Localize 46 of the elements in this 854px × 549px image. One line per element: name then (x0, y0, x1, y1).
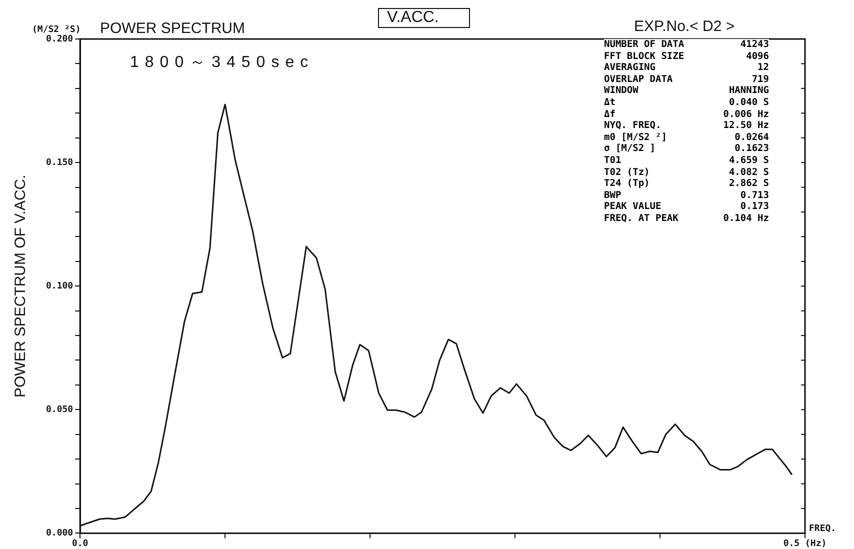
annotation: BWP (604, 190, 622, 202)
annotation: 4.659 S (728, 154, 769, 167)
y-tick-label: 0.000 (46, 528, 74, 539)
annotation: WINDOW (604, 85, 638, 97)
annotation: HANNING (728, 85, 769, 97)
chart-title: POWER SPECTRUM (100, 20, 246, 37)
x-axis-title: FREQ. (809, 524, 836, 534)
annotation: FFT BLOCK SIZE (604, 50, 684, 62)
annotation: PEAK VALUE (604, 201, 662, 213)
annotation: 0.173 (740, 201, 769, 213)
text: (M/S2 ²S) (32, 25, 81, 35)
annotation: 12.50 Hz (723, 120, 769, 132)
annotation: T24 (Tp) (604, 178, 650, 190)
annotation: σ [M/S2 ] (604, 143, 656, 155)
annotation: 12 (758, 62, 769, 74)
annotation: OVERLAP DATA (604, 74, 673, 86)
annotation: FREQ. AT PEAK (604, 212, 678, 224)
annotation: NYQ. FREQ. (604, 120, 662, 132)
annotation: 0.0264 (734, 132, 769, 144)
annotation: m0 [M/S2 ²] (604, 132, 667, 144)
text: EXP.No.< D2 > (634, 18, 735, 35)
annotation: 2.862 S (728, 178, 769, 190)
y-tick-label: 0.150 (46, 158, 74, 168)
x-tick-label: 0.0 (72, 538, 88, 549)
annotation: 0.713 (740, 190, 769, 202)
annotation: Δf (604, 108, 616, 120)
y-tick-label: 0.100 (46, 281, 74, 292)
annotation: 41243 (740, 39, 769, 51)
annotation: AVERAGING (604, 62, 656, 74)
annotation: 4.082 S (728, 166, 769, 178)
y-axis-title: POWER SPECTRUM OF V.ACC. (12, 174, 30, 398)
annotation: 4096 (746, 50, 769, 62)
annotation: T02 (Tz) (604, 166, 650, 178)
y-tick-label: 0.200 (46, 34, 74, 44)
annotation: 1800～3450sec (130, 53, 314, 73)
annotation: 0.1623 (734, 143, 769, 155)
annotation: T01 (604, 154, 622, 167)
chart-subtitle: V.ACC. (378, 8, 470, 28)
y-tick-label: 0.050 (46, 404, 74, 415)
annotation: 0.006 Hz (723, 108, 769, 120)
annotation: 0.104 Hz (723, 212, 769, 224)
x-tick-label: 0.5 (Hz) (783, 538, 827, 549)
annotation: Δt (604, 96, 616, 109)
annotation: 719 (752, 74, 769, 86)
annotation: NUMBER OF DATA (604, 39, 684, 51)
annotation: 0.040 S (728, 96, 769, 109)
